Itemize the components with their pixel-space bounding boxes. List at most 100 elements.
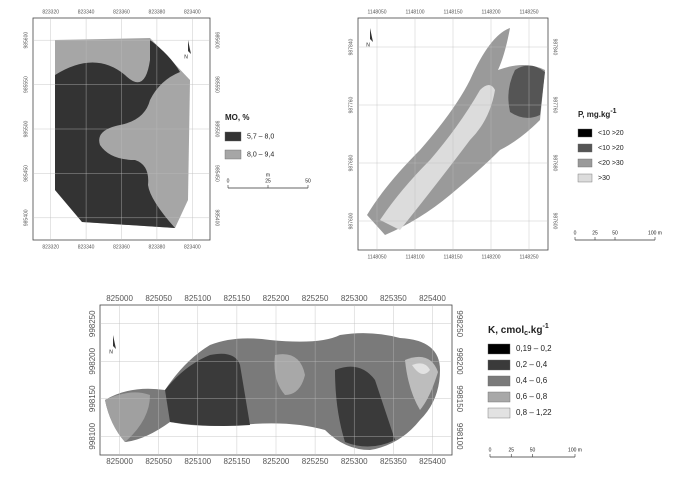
x-tick-label: 825300 (341, 294, 368, 303)
x-tick-label: 823360 (113, 244, 130, 250)
x-tick-label: 825250 (302, 457, 329, 466)
x-tick-label: 825250 (302, 294, 329, 303)
north-arrow (370, 28, 373, 42)
x-tick-label: 825200 (263, 294, 290, 303)
x-tick-label: 825300 (341, 457, 368, 466)
legend-title-part: -1 (610, 108, 616, 115)
x-tick-label: 1148200 (481, 9, 500, 15)
x-tick-label: 1148150 (443, 254, 462, 260)
legend-swatch (224, 149, 242, 160)
x-tick-label: 825350 (380, 294, 407, 303)
x-tick-label: 825000 (106, 457, 133, 466)
scale-label: 50 (530, 447, 536, 453)
legend-swatch (487, 343, 511, 355)
zone-light (105, 392, 150, 442)
y-tick-label: 985600 (214, 32, 220, 49)
scale-label: 25 (592, 230, 598, 236)
scale-label: 25 (508, 447, 514, 453)
y-tick-label: 985500 (214, 121, 220, 138)
y-tick-label: 987680 (348, 154, 354, 171)
north-label: N (184, 54, 188, 60)
scale-label: 0 (489, 447, 492, 453)
x-tick-label: 823380 (149, 244, 166, 250)
legend-title: P, mg.kg-1 (578, 108, 617, 119)
y-tick-label: 985550 (23, 76, 29, 93)
zone-lightest (380, 85, 495, 230)
x-tick-label: 825000 (106, 294, 133, 303)
legend-label: 0,19 – 0,2 (516, 344, 552, 353)
x-tick-label: 825100 (184, 294, 211, 303)
x-tick-label: 1148050 (367, 254, 386, 260)
x-tick-label: 823400 (184, 9, 201, 15)
x-tick-label: 825350 (380, 457, 407, 466)
zone-dark (165, 353, 250, 426)
legend-swatch (487, 359, 511, 371)
legend-swatch (577, 143, 593, 153)
x-tick-label: 823360 (113, 9, 130, 15)
x-tick-label: 823340 (78, 244, 95, 250)
legend-swatch (577, 158, 593, 168)
x-tick-label: 1148250 (519, 9, 538, 15)
x-tick-label: 825400 (419, 457, 446, 466)
x-tick-label: 823320 (42, 9, 59, 15)
y-tick-label: 998200 (88, 347, 97, 374)
x-tick-label: 825150 (224, 457, 251, 466)
scale-label: 100 m (648, 230, 662, 236)
x-tick-label: 1148050 (367, 9, 386, 15)
y-tick-label: 987760 (552, 97, 558, 114)
y-tick-label: 998250 (455, 310, 464, 337)
legend-swatch (487, 391, 511, 403)
y-tick-label: 987600 (348, 212, 354, 229)
y-tick-label: 987600 (552, 213, 558, 230)
scale-unit: m (266, 172, 270, 178)
zone-dark (335, 366, 395, 447)
x-tick-label: 1148100 (405, 9, 424, 15)
north-label: N (109, 349, 113, 355)
north-arrow (188, 40, 191, 54)
legend-swatch (487, 375, 511, 387)
y-tick-label: 998100 (455, 423, 464, 450)
y-tick-label: 998150 (455, 385, 464, 412)
zone-lightest (412, 363, 430, 374)
zone-light (274, 354, 305, 395)
legend-label: <20 >30 (598, 160, 624, 167)
legend-title: K, cmolc.kg-1 (488, 323, 549, 337)
legend-label: 8,0 – 9,4 (247, 151, 274, 158)
x-tick-label: 825050 (145, 457, 172, 466)
legend-swatch (487, 407, 511, 419)
legend-label: 0,2 – 0,4 (516, 360, 548, 369)
y-tick-label: 987840 (552, 39, 558, 56)
scale-label: 25 (265, 178, 271, 184)
y-tick-label: 985450 (214, 165, 220, 182)
legend-label: 5,7 – 8,0 (247, 133, 274, 140)
y-tick-label: 985500 (23, 120, 29, 137)
y-tick-label: 987840 (348, 38, 354, 55)
x-tick-label: 1148100 (405, 254, 424, 260)
legend-label: 0,6 – 0,8 (516, 392, 548, 401)
x-tick-label: 825050 (145, 294, 172, 303)
x-tick-label: 825150 (224, 294, 251, 303)
legend-title-part: .kg (528, 325, 542, 336)
legend-title-part: K, cmol (488, 325, 524, 336)
y-tick-label: 985400 (214, 209, 220, 226)
x-tick-label: 1148250 (519, 254, 538, 260)
legend-label: <10 >20 (598, 130, 624, 137)
legend-swatch (577, 128, 593, 138)
x-tick-label: 823380 (149, 9, 166, 15)
y-tick-label: 998100 (88, 422, 97, 449)
y-tick-label: 987680 (552, 155, 558, 172)
y-tick-label: 985450 (23, 165, 29, 182)
legend-title-part: MO, % (225, 113, 249, 122)
legend-label: 0,8 – 1,22 (516, 408, 552, 417)
legend-title: MO, % (225, 113, 249, 122)
zone-dark (508, 65, 545, 118)
y-tick-label: 985550 (214, 76, 220, 93)
legend-label: 0,4 – 0,6 (516, 376, 548, 385)
legend-swatch (224, 131, 242, 142)
scale-label: 50 (305, 178, 311, 184)
north-arrow (113, 335, 116, 349)
x-tick-label: 823320 (42, 244, 59, 250)
north-label: N (366, 42, 370, 48)
y-tick-label: 985600 (23, 32, 29, 49)
